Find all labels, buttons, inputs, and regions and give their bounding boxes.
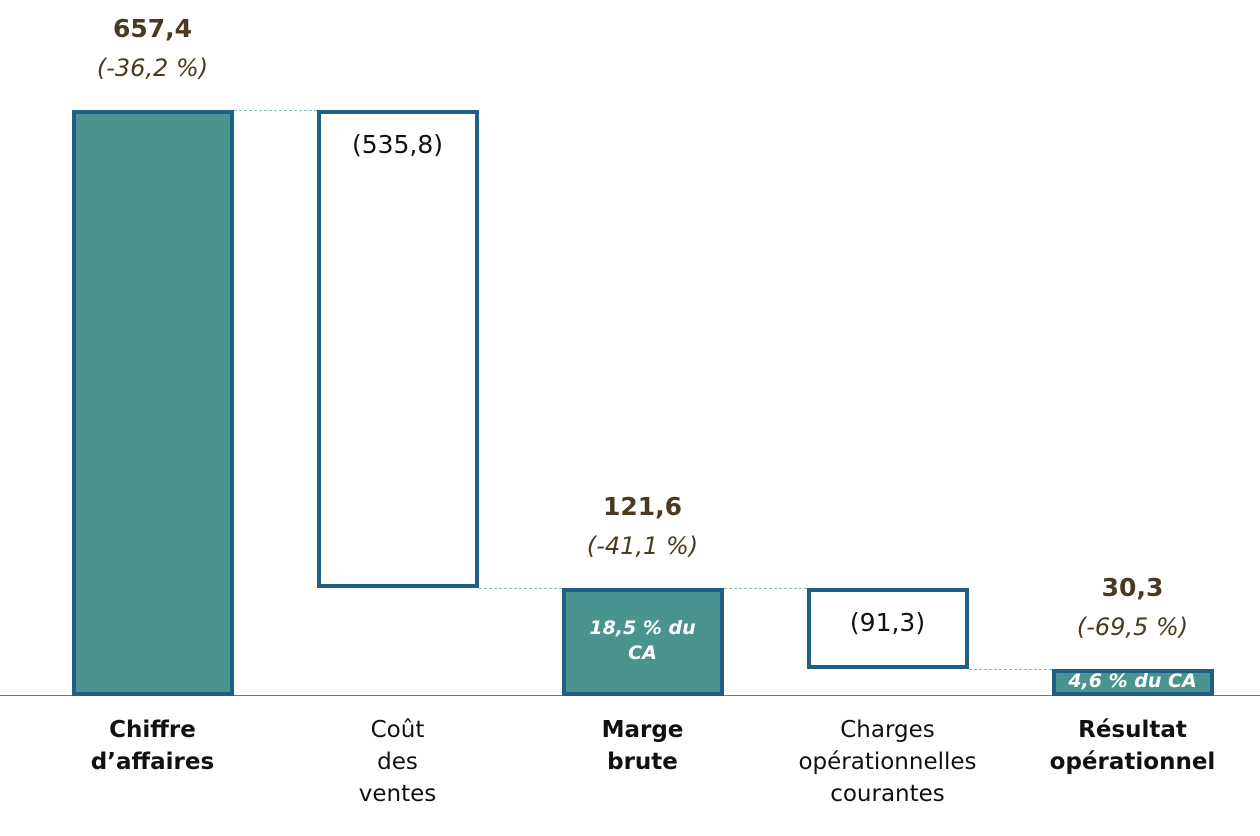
margin-label: 18,5 % du CA (589, 616, 696, 665)
change-label: (-69,5 %) (1076, 612, 1189, 641)
bar (561, 587, 724, 696)
category-label: Résultat opérationnel (1049, 717, 1216, 776)
value-label: (535,8) (351, 130, 444, 159)
bar (806, 587, 969, 669)
connector (233, 110, 317, 111)
change-label: (-36,2 %) (96, 54, 209, 82)
change-label: (-41,1 %) (586, 531, 699, 560)
value-label: 657,4 (112, 14, 193, 43)
connector (478, 587, 562, 589)
bar (1051, 668, 1214, 696)
connector (968, 668, 1052, 670)
category-label: Charges opérationnelles courantes (798, 717, 977, 808)
value-label: (91,3) (849, 607, 926, 637)
category-label: Marge brute (601, 717, 684, 776)
category-label: Chiffre d’affaires (90, 717, 215, 776)
connector (723, 587, 807, 589)
bar (71, 110, 234, 696)
margin-label: 4,6 % du CA (1068, 670, 1197, 693)
category-label: Coût des ventes (358, 717, 437, 808)
value-label: 30,3 (1101, 572, 1164, 602)
value-label: 121,6 (602, 491, 683, 521)
bar (316, 110, 479, 588)
